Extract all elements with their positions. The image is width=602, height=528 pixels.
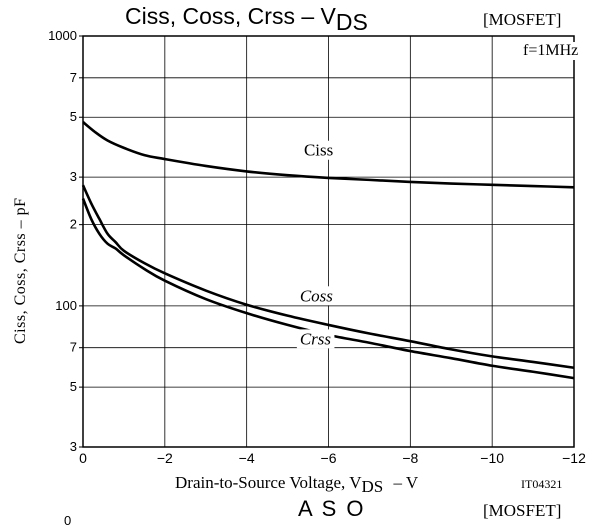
- next-chart-partial-tick: 0: [64, 513, 72, 528]
- next-chart-title: A S O: [298, 496, 366, 521]
- series-label-crss: Crss: [300, 329, 332, 348]
- series-label-bg: [296, 286, 337, 306]
- series-line-ciss: [82, 121, 575, 189]
- x-tick-label: 0: [79, 450, 87, 466]
- x-axis-label-main: Drain-to-Source Voltage, V: [175, 473, 362, 492]
- x-axis-label-subscript: DS: [361, 477, 384, 496]
- x-tick-label: −6: [321, 450, 337, 466]
- y-tick-label: 3: [70, 439, 77, 454]
- y-tick-label: 7: [70, 70, 77, 85]
- x-tick-label: −10: [480, 450, 504, 466]
- y-tick-label: 100: [55, 298, 77, 313]
- chart-title-main: Ciss, Coss, Crss – V: [125, 3, 336, 29]
- y-tick-label: 3: [70, 169, 77, 184]
- y-tick-label: 1000: [48, 28, 77, 43]
- plot-frame: [82, 35, 575, 448]
- series-line-coss: [81, 184, 575, 370]
- y-axis-label: Ciss, Coss, Crss – pF: [12, 197, 29, 344]
- x-axis-label: Drain-to-Source Voltage, VDS – V: [175, 473, 419, 496]
- x-tick-label: −4: [239, 450, 255, 466]
- series-label-bg: [300, 140, 337, 160]
- series-curves: [81, 121, 575, 380]
- chart-title: Ciss, Coss, Crss – VDS: [125, 3, 368, 35]
- condition-label: f=1MHz: [521, 42, 581, 60]
- next-chart-tag: [MOSFET]: [483, 501, 562, 520]
- figure-code: IT04321: [521, 477, 563, 491]
- x-tick-label: −8: [402, 450, 418, 466]
- x-axis-label-unit: – V: [393, 473, 419, 492]
- series-line-crss: [81, 198, 575, 380]
- y-tick-label: 2: [70, 217, 77, 232]
- y-tick-labels: 1000 7 5 3 2 100 7 5 3: [48, 28, 83, 454]
- series-label-bg: [296, 329, 335, 349]
- series-label-ciss: Ciss: [304, 141, 333, 160]
- chart-tag: [MOSFET]: [483, 10, 562, 29]
- y-tick-label: 7: [70, 340, 77, 355]
- x-tick-labels: 0 −2 −4 −6 −8 −10 −12: [79, 450, 586, 466]
- series-label-coss: Coss: [300, 286, 333, 305]
- chart-title-subscript: DS: [335, 9, 368, 35]
- y-tick-label: 5: [70, 379, 77, 394]
- x-tick-label: −2: [157, 450, 173, 466]
- x-tick-label: −12: [562, 450, 586, 466]
- series-labels: Ciss Coss Crss: [296, 140, 337, 349]
- grid-lines: [82, 35, 575, 448]
- y-tick-label: 5: [70, 109, 77, 124]
